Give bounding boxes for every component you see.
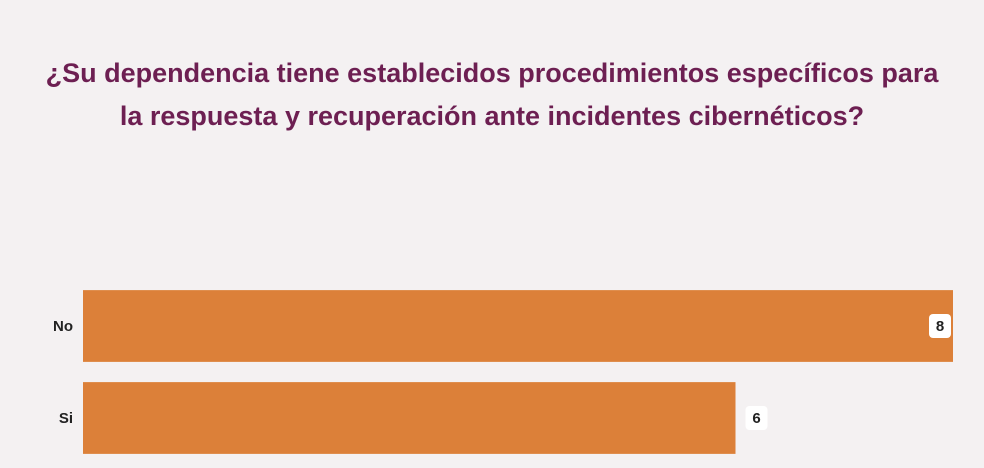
bar (83, 382, 736, 454)
value-label: 8 (936, 318, 944, 335)
value-label-box (745, 406, 768, 430)
value-label: 6 (752, 410, 760, 427)
value-label-box (929, 314, 951, 338)
y-tick-label: No (53, 318, 73, 335)
chart-title: ¿Su dependencia tiene establecidos proce… (45, 58, 939, 131)
y-tick-label: Si (59, 410, 73, 427)
bar (83, 290, 953, 362)
